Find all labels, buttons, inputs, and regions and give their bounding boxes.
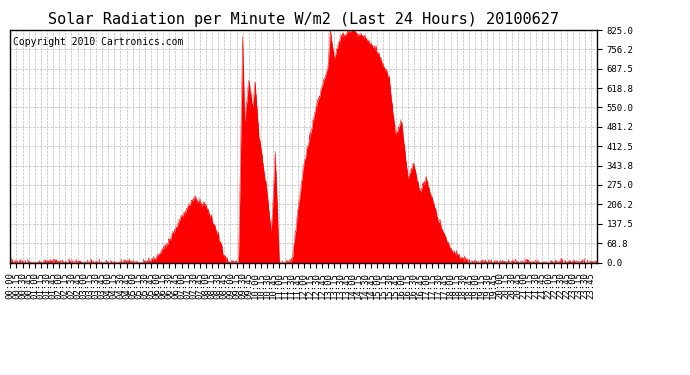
- Title: Solar Radiation per Minute W/m2 (Last 24 Hours) 20100627: Solar Radiation per Minute W/m2 (Last 24…: [48, 12, 559, 27]
- Text: Copyright 2010 Cartronics.com: Copyright 2010 Cartronics.com: [13, 37, 184, 47]
